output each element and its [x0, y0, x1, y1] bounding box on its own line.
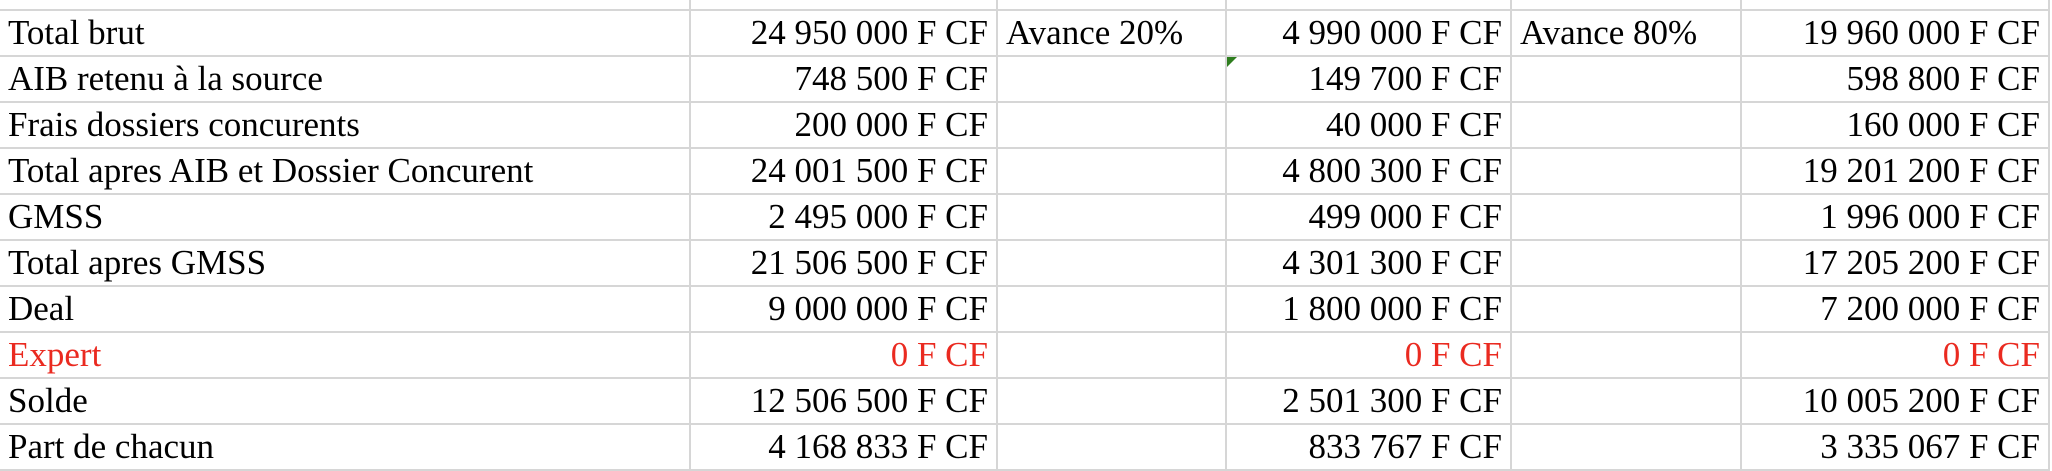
- avance-20-label-cell[interactable]: Avance 20%: [996, 9, 1227, 57]
- total-cell[interactable]: 0 F CF: [689, 331, 998, 379]
- avance-80-cell[interactable]: 160 000 F CF: [1740, 101, 2050, 149]
- table-row: Part de chacun 4 168 833 F CF 833 767 F CF…: [0, 423, 2050, 471]
- label-cell[interactable]: Total apres AIB et Dossier Concurent: [0, 147, 691, 195]
- avance-80-cell[interactable]: 19 201 200 F CF: [1740, 147, 2050, 195]
- table-row: Frais dossiers concurents 200 000 F CF 40 …: [0, 101, 2050, 149]
- total-cell[interactable]: 24 950 000 F CF: [689, 9, 998, 57]
- avance-20-label-cell[interactable]: [996, 147, 1227, 195]
- total-cell[interactable]: 9 000 000 F CF: [689, 285, 998, 333]
- avance-20-label-cell[interactable]: [996, 193, 1227, 241]
- avance-80-label-cell[interactable]: [1510, 147, 1742, 195]
- avance-20-label-cell[interactable]: [996, 377, 1227, 425]
- avance-20-label-cell[interactable]: [996, 423, 1227, 471]
- gridline: [689, 0, 691, 9]
- table-row: GMSS 2 495 000 F CF 499 000 F CF 1 996 000 …: [0, 193, 2050, 241]
- total-cell[interactable]: 21 506 500 F CF: [689, 239, 998, 287]
- avance-20-label-cell[interactable]: [996, 55, 1227, 103]
- avance-20-cell[interactable]: 4 301 300 F CF: [1225, 239, 1512, 287]
- spreadsheet-grid: Total brut 24 950 000 F CF Avance 20% 4 990…: [0, 9, 2050, 471]
- avance-20-cell[interactable]: 149 700 F CF: [1225, 55, 1512, 103]
- table-row: AIB retenu à la source 748 500 F CF 149 70…: [0, 55, 2050, 103]
- comment-indicator-icon: [1227, 57, 1237, 67]
- avance-20-cell[interactable]: 0 F CF: [1225, 331, 1512, 379]
- avance-80-label-cell[interactable]: [1510, 285, 1742, 333]
- avance-80-label-cell[interactable]: [1510, 55, 1742, 103]
- total-cell[interactable]: 12 506 500 F CF: [689, 377, 998, 425]
- table-row: Total apres AIB et Dossier Concurent 24 0…: [0, 147, 2050, 195]
- avance-20-cell[interactable]: 1 800 000 F CF: [1225, 285, 1512, 333]
- avance-80-label-cell[interactable]: [1510, 377, 1742, 425]
- previous-row-strip: [0, 0, 2052, 9]
- avance-20-label-cell[interactable]: [996, 239, 1227, 287]
- total-cell[interactable]: 748 500 F CF: [689, 55, 998, 103]
- avance-20-label-cell[interactable]: [996, 331, 1227, 379]
- gridline: [1225, 0, 1227, 9]
- avance-80-cell[interactable]: 1 996 000 F CF: [1740, 193, 2050, 241]
- avance-20-cell[interactable]: 2 501 300 F CF: [1225, 377, 1512, 425]
- avance-20-cell[interactable]: 40 000 F CF: [1225, 101, 1512, 149]
- avance-80-cell[interactable]: 10 005 200 F CF: [1740, 377, 2050, 425]
- avance-20-cell[interactable]: 499 000 F CF: [1225, 193, 1512, 241]
- total-cell[interactable]: 4 168 833 F CF: [689, 423, 998, 471]
- table-row: Solde 12 506 500 F CF 2 501 300 F CF 10 005…: [0, 377, 2050, 425]
- avance-80-label-cell[interactable]: [1510, 101, 1742, 149]
- avance-20-cell[interactable]: 4 800 300 F CF: [1225, 147, 1512, 195]
- avance-80-label-cell[interactable]: [1510, 423, 1742, 471]
- label-cell[interactable]: AIB retenu à la source: [0, 55, 691, 103]
- avance-80-label-cell[interactable]: [1510, 331, 1742, 379]
- table-row: Total brut 24 950 000 F CF Avance 20% 4 990…: [0, 9, 2050, 57]
- avance-80-cell[interactable]: 19 960 000 F CF: [1740, 9, 2050, 57]
- table-row: Total apres GMSS 21 506 500 F CF 4 301 300…: [0, 239, 2050, 287]
- gridline: [2048, 0, 2050, 9]
- avance-80-label-cell[interactable]: [1510, 193, 1742, 241]
- table-row: Expert 0 F CF 0 F CF 0 F CF: [0, 331, 2050, 379]
- label-cell[interactable]: Solde: [0, 377, 691, 425]
- gridline: [1510, 0, 1512, 9]
- avance-80-cell[interactable]: 598 800 F CF: [1740, 55, 2050, 103]
- avance-20-label-cell[interactable]: [996, 285, 1227, 333]
- label-cell[interactable]: GMSS: [0, 193, 691, 241]
- label-cell[interactable]: Part de chacun: [0, 423, 691, 471]
- gridline: [996, 0, 998, 9]
- avance-80-cell[interactable]: 0 F CF: [1740, 331, 2050, 379]
- avance-20-cell[interactable]: 4 990 000 F CF: [1225, 9, 1512, 57]
- label-cell[interactable]: Frais dossiers concurents: [0, 101, 691, 149]
- avance-80-cell[interactable]: 17 205 200 F CF: [1740, 239, 2050, 287]
- label-cell[interactable]: Total apres GMSS: [0, 239, 691, 287]
- avance-80-label-cell[interactable]: Avance 80%: [1510, 9, 1742, 57]
- label-cell[interactable]: Expert: [0, 331, 691, 379]
- table-row: Deal 9 000 000 F CF 1 800 000 F CF 7 200 00…: [0, 285, 2050, 333]
- label-cell[interactable]: Deal: [0, 285, 691, 333]
- avance-20-cell[interactable]: 833 767 F CF: [1225, 423, 1512, 471]
- total-cell[interactable]: 2 495 000 F CF: [689, 193, 998, 241]
- avance-80-cell[interactable]: 7 200 000 F CF: [1740, 285, 2050, 333]
- total-cell[interactable]: 24 001 500 F CF: [689, 147, 998, 195]
- gridline: [1740, 0, 1742, 9]
- label-cell[interactable]: Total brut: [0, 9, 691, 57]
- avance-20-label-cell[interactable]: [996, 101, 1227, 149]
- total-cell[interactable]: 200 000 F CF: [689, 101, 998, 149]
- avance-80-cell[interactable]: 3 335 067 F CF: [1740, 423, 2050, 471]
- avance-80-label-cell[interactable]: [1510, 239, 1742, 287]
